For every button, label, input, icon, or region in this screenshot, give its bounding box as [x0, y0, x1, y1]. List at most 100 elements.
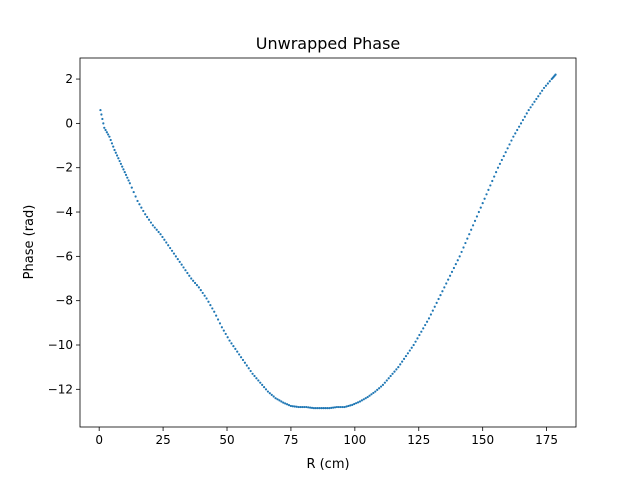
data-point	[542, 86, 546, 90]
data-point	[284, 402, 287, 405]
data-point	[435, 301, 438, 304]
y-tick-label: 0	[65, 116, 73, 130]
data-point	[266, 390, 270, 393]
data-point	[291, 405, 294, 408]
data-point	[466, 237, 469, 240]
data-point	[378, 387, 381, 390]
data-point	[299, 405, 302, 409]
data-point	[249, 369, 252, 373]
data-point	[404, 354, 408, 358]
y-tick-label: −4	[55, 205, 73, 219]
data-point	[144, 213, 147, 216]
data-point	[366, 395, 369, 399]
data-point	[130, 186, 133, 189]
data-point	[537, 95, 540, 98]
data-point	[548, 80, 551, 83]
data-point	[146, 215, 149, 219]
data-point	[523, 115, 526, 118]
data-point	[278, 399, 281, 402]
data-point	[161, 235, 164, 239]
x-axis-label: R (cm)	[306, 457, 349, 472]
data-point	[554, 73, 557, 76]
data-point	[326, 407, 329, 410]
data-point	[349, 404, 352, 407]
data-point	[224, 332, 227, 336]
data-point	[372, 391, 375, 395]
data-point	[462, 246, 465, 249]
data-point	[335, 405, 339, 409]
data-point	[519, 122, 523, 125]
data-point	[468, 233, 471, 236]
data-point	[508, 143, 511, 146]
data-point	[328, 407, 331, 410]
data-point	[504, 151, 507, 154]
data-point	[353, 402, 356, 406]
data-point	[180, 263, 183, 266]
data-point	[412, 343, 415, 347]
data-point	[128, 182, 131, 185]
data-point	[464, 241, 467, 245]
data-point	[385, 379, 388, 382]
data-point	[355, 402, 358, 405]
data-point	[521, 118, 525, 122]
data-point	[257, 379, 260, 382]
data-point	[425, 320, 429, 323]
data-point	[174, 255, 177, 258]
data-point	[481, 202, 484, 205]
data-point	[245, 364, 248, 367]
data-point	[153, 226, 156, 229]
data-point	[546, 82, 549, 85]
data-point	[176, 258, 179, 261]
data-point	[182, 266, 185, 269]
data-point	[193, 281, 197, 285]
data-point	[475, 215, 479, 218]
data-point	[197, 286, 200, 289]
data-point	[307, 406, 310, 409]
data-point	[370, 393, 373, 396]
data-point	[309, 406, 312, 409]
data-point	[163, 238, 166, 241]
data-point	[184, 269, 187, 272]
data-point	[303, 405, 306, 409]
data-point	[253, 374, 256, 378]
data-point	[147, 218, 151, 221]
data-point	[397, 366, 400, 369]
data-point	[159, 233, 162, 236]
data-point	[295, 405, 298, 408]
data-point	[117, 157, 120, 160]
data-point	[301, 405, 304, 409]
data-point	[460, 250, 463, 254]
data-point	[345, 405, 348, 408]
data-point	[320, 407, 323, 410]
data-point	[259, 381, 262, 384]
data-point	[121, 165, 124, 168]
data-point	[195, 284, 199, 287]
data-point	[215, 314, 218, 317]
data-point	[167, 244, 170, 247]
data-point	[433, 305, 436, 308]
data-point	[101, 117, 104, 121]
data-point	[285, 403, 289, 406]
x-tick-label: 150	[471, 433, 494, 447]
data-point	[272, 395, 275, 398]
y-tick-label: −10	[48, 338, 73, 352]
data-point	[312, 407, 316, 410]
y-tick-label: −8	[55, 294, 73, 308]
data-point	[376, 388, 379, 391]
y-tick-label: −6	[55, 249, 73, 263]
data-point	[178, 260, 181, 263]
data-point	[410, 346, 413, 349]
data-point	[232, 345, 235, 348]
data-point	[287, 404, 291, 407]
data-point	[364, 397, 367, 400]
x-tick-label: 100	[343, 433, 366, 447]
data-point	[192, 279, 195, 282]
x-tick-label: 25	[155, 433, 170, 447]
plot-frame	[79, 57, 577, 428]
data-point	[264, 388, 268, 391]
data-point	[203, 294, 206, 297]
data-point	[431, 309, 434, 312]
data-point	[333, 406, 337, 409]
data-point	[502, 154, 505, 158]
data-point	[479, 206, 482, 209]
